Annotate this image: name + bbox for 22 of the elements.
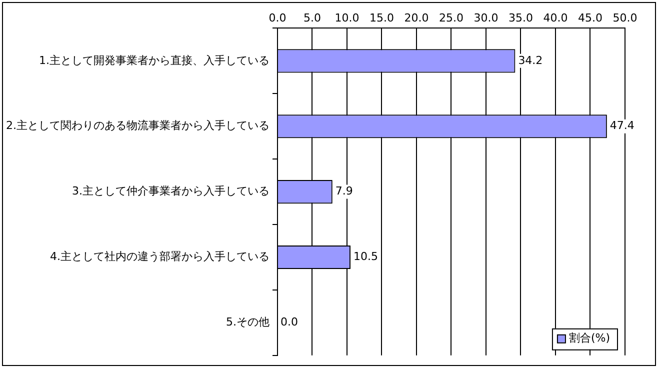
data-label: 7.9 [335, 184, 353, 198]
x-tick-label: 20.0 [404, 11, 429, 24]
data-label: 0.0 [280, 316, 298, 329]
y-tick-label: 1.主として開発事業者から直接、入手している [38, 54, 270, 67]
data-label: 34.2 [518, 54, 543, 67]
y-tick-label: 2.主として関わりのある物流事業者から入手している [6, 119, 270, 132]
x-tick-label: 10.0 [334, 11, 360, 24]
x-tick-label: 15.0 [369, 11, 394, 24]
x-tick-label: 35.0 [508, 11, 533, 24]
x-tick-label: 5.0 [303, 11, 321, 24]
data-label: 47.4 [610, 119, 634, 132]
x-tick-label: 40.0 [543, 11, 568, 24]
y-tick-label: 3.主として仲介事業者から入手している [72, 184, 270, 198]
x-tick-label: 25.0 [439, 11, 464, 24]
x-tick-label: 30.0 [474, 11, 498, 24]
data-label: 10.5 [353, 250, 378, 264]
legend-label: 割合(%) [568, 331, 610, 344]
x-tick-label: 0.0 [268, 11, 286, 24]
x-tick-label: 50.0 [612, 11, 638, 24]
y-tick-label: 4.主として社内の違う部署から入手している [50, 250, 270, 264]
y-tick-label: 5.その他 [226, 316, 270, 329]
x-tick-label: 45.0 [578, 11, 602, 24]
